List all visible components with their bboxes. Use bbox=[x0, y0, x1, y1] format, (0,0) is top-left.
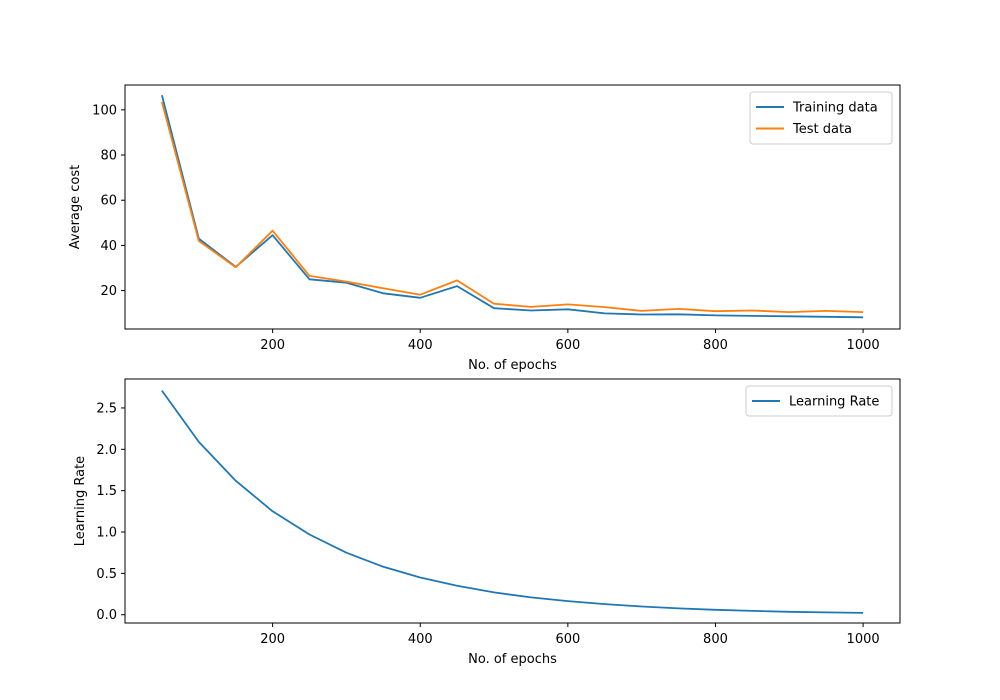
series-line-learning-rate bbox=[161, 390, 864, 614]
x-axis-label: No. of epochs bbox=[468, 652, 557, 667]
y-tick-label: 2.0 bbox=[96, 443, 117, 458]
y-tick-label: 1.0 bbox=[96, 526, 117, 541]
y-tick-label: 20 bbox=[100, 284, 117, 299]
cost-subplot: 200 400 600 800 1000 20 40 60 80 100 No. of epochs… bbox=[68, 84, 901, 373]
x-tick-label: 800 bbox=[703, 338, 728, 353]
y-tick-label: 0.0 bbox=[96, 608, 117, 623]
legend: Training data Test data bbox=[749, 91, 893, 145]
x-tick-label: 400 bbox=[408, 632, 433, 647]
y-axis-label: Average cost bbox=[68, 165, 83, 250]
x-tick-label: 200 bbox=[260, 632, 285, 647]
x-tick-label: 1000 bbox=[847, 338, 880, 353]
legend-label: Training data bbox=[792, 101, 878, 116]
y-tick-label: 1.5 bbox=[96, 484, 117, 499]
x-tick-label: 400 bbox=[408, 338, 433, 353]
learning-rate-subplot: 200 400 600 800 1000 0.0 0.5 1.0 1.5 2.0 2.5 No. of… bbox=[73, 378, 901, 667]
y-axis-label: Learning Rate bbox=[73, 456, 88, 546]
series-line-test-data bbox=[161, 101, 864, 314]
axes-frame bbox=[124, 84, 901, 330]
y-tick-label: 60 bbox=[100, 194, 117, 209]
y-tick-label: 100 bbox=[92, 103, 117, 118]
x-tick-label: 800 bbox=[703, 632, 728, 647]
series-line-training-data bbox=[161, 94, 864, 319]
y-tick-label: 40 bbox=[100, 239, 117, 254]
legend-label: Test data bbox=[792, 122, 852, 137]
legend: Learning Rate bbox=[745, 385, 893, 417]
y-tick-label: 80 bbox=[100, 149, 117, 164]
legend-label: Learning Rate bbox=[789, 395, 879, 410]
legend-box bbox=[745, 385, 893, 417]
y-tick-label: 0.5 bbox=[96, 567, 117, 582]
legend-box bbox=[749, 91, 893, 145]
x-axis-label: No. of epochs bbox=[468, 358, 557, 373]
y-tick-label: 2.5 bbox=[96, 401, 117, 416]
axes-frame bbox=[124, 378, 901, 624]
x-tick-label: 600 bbox=[555, 338, 580, 353]
x-tick-label: 600 bbox=[555, 632, 580, 647]
x-tick-label: 200 bbox=[260, 338, 285, 353]
x-tick-label: 1000 bbox=[847, 632, 880, 647]
